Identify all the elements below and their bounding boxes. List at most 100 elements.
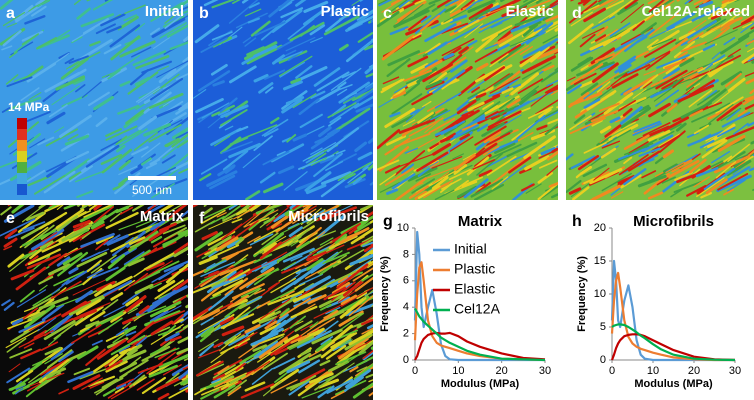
texture-streak bbox=[744, 103, 754, 110]
texture-streak bbox=[132, 176, 162, 197]
texture-streak bbox=[100, 138, 123, 151]
texture-streak bbox=[3, 245, 13, 251]
texture-streak bbox=[280, 7, 304, 19]
panel-title: Plastic bbox=[321, 3, 369, 20]
texture-streak bbox=[624, 28, 655, 52]
texture-streak bbox=[123, 14, 138, 22]
texture-streak bbox=[394, 77, 420, 94]
texture-streak bbox=[360, 238, 373, 247]
texture-streak bbox=[271, 9, 303, 33]
texture-streak bbox=[289, 337, 314, 351]
texture-streak bbox=[221, 246, 252, 260]
texture-streak bbox=[663, 116, 690, 132]
texture-streak bbox=[425, 42, 441, 55]
texture-streak bbox=[104, 358, 115, 368]
texture-streak bbox=[610, 191, 624, 199]
texture-streak bbox=[609, 116, 621, 124]
texture-streak bbox=[20, 87, 40, 102]
texture-streak bbox=[206, 262, 216, 269]
texture-streak bbox=[387, 50, 421, 67]
texture-streak bbox=[425, 79, 443, 89]
texture-streak bbox=[646, 0, 675, 21]
texture-streak bbox=[93, 205, 103, 211]
texture-streak bbox=[313, 67, 341, 87]
texture-streak bbox=[254, 21, 286, 37]
series-line bbox=[610, 271, 735, 362]
texture-streak bbox=[642, 81, 653, 89]
texture-streak bbox=[693, 0, 706, 6]
texture-streak bbox=[723, 36, 736, 46]
texture-streak bbox=[398, 118, 435, 134]
texture-streak bbox=[737, 28, 754, 41]
y-tick-label: 2 bbox=[403, 328, 409, 340]
texture-streak bbox=[384, 167, 415, 186]
texture-streak bbox=[623, 75, 656, 96]
texture-streak bbox=[706, 136, 729, 149]
texture-streak bbox=[1, 106, 11, 113]
texture-streak bbox=[119, 40, 156, 58]
texture-streak bbox=[478, 18, 507, 34]
texture-streak bbox=[210, 293, 222, 300]
texture-streak bbox=[354, 276, 373, 292]
colorbar-label: 14 MPa bbox=[8, 100, 50, 114]
texture-streak bbox=[623, 134, 650, 151]
texture-streak bbox=[261, 335, 284, 350]
x-tick-label: 30 bbox=[539, 365, 551, 377]
image-panel bbox=[566, 0, 754, 200]
texture-streak bbox=[429, 161, 440, 169]
texture-streak bbox=[590, 110, 619, 123]
texture-streak bbox=[391, 173, 416, 190]
texture-streak bbox=[27, 331, 46, 344]
texture-streak bbox=[740, 22, 754, 34]
texture-streak bbox=[381, 34, 415, 61]
texture-streak bbox=[119, 206, 134, 215]
texture-streak bbox=[440, 18, 453, 25]
texture-streak bbox=[162, 230, 188, 248]
texture-streak bbox=[638, 104, 650, 113]
texture-streak bbox=[401, 163, 415, 174]
texture-streak bbox=[294, 320, 313, 332]
texture-streak bbox=[392, 91, 407, 99]
texture-streak bbox=[91, 353, 119, 374]
texture-streak bbox=[200, 158, 228, 175]
texture-streak bbox=[290, 77, 302, 85]
texture-streak bbox=[15, 266, 47, 291]
texture-streak bbox=[265, 86, 274, 94]
texture-streak bbox=[201, 250, 216, 260]
texture-streak bbox=[476, 62, 489, 72]
texture-streak bbox=[107, 275, 133, 290]
chart-title: Microfibrils bbox=[633, 213, 714, 230]
texture-streak bbox=[501, 11, 524, 23]
texture-streak bbox=[416, 151, 449, 172]
texture-streak bbox=[117, 104, 140, 115]
texture-streak bbox=[67, 133, 79, 141]
texture-streak bbox=[127, 321, 155, 344]
chart-letter: h bbox=[572, 213, 582, 230]
texture-streak bbox=[46, 29, 71, 46]
texture-streak bbox=[680, 41, 707, 53]
texture-streak bbox=[456, 99, 477, 115]
texture-streak bbox=[231, 218, 243, 224]
y-tick-label: 8 bbox=[403, 248, 409, 260]
texture-streak bbox=[330, 390, 347, 400]
texture-streak bbox=[361, 235, 373, 243]
texture-streak bbox=[110, 35, 141, 61]
texture-streak bbox=[169, 41, 188, 51]
texture-streak bbox=[44, 346, 62, 356]
texture-streak bbox=[641, 134, 674, 153]
texture-streak bbox=[356, 366, 368, 373]
texture-streak bbox=[102, 299, 119, 312]
texture-streak bbox=[371, 241, 373, 246]
texture-streak bbox=[27, 248, 61, 266]
texture-streak bbox=[357, 32, 373, 43]
texture-streak bbox=[66, 60, 79, 70]
texture-streak bbox=[276, 240, 311, 263]
texture-streak bbox=[23, 342, 35, 349]
texture-streak bbox=[105, 359, 123, 371]
texture-streak bbox=[112, 325, 137, 344]
texture-streak bbox=[220, 104, 249, 119]
texture-streak bbox=[129, 69, 149, 86]
texture-streak bbox=[72, 219, 91, 229]
texture-streak bbox=[365, 72, 373, 78]
texture-streak bbox=[723, 21, 736, 30]
